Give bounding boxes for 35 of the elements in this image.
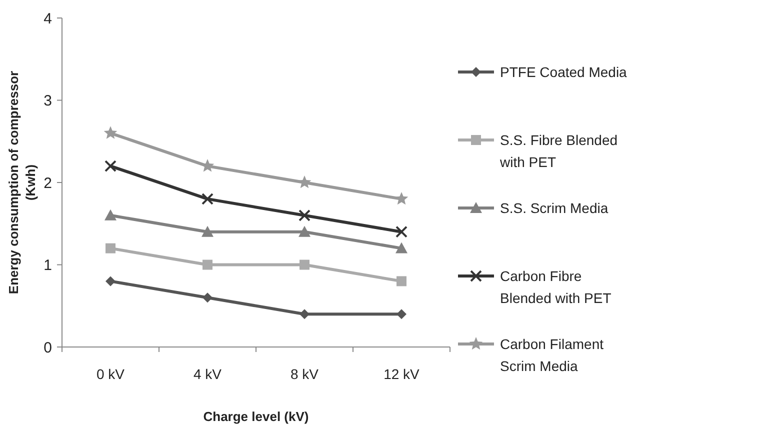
point [396,242,408,254]
point [396,276,406,286]
point [202,292,212,303]
point [298,176,312,188]
point [300,309,310,320]
x-axis-title: Charge level (kV) [203,409,309,424]
point [394,192,408,205]
point [104,160,116,172]
y-tick-label: 0 [44,339,52,356]
point [298,226,310,237]
legend-label: Carbon Fibre Blended with PET [500,268,612,306]
point [104,209,116,220]
point [298,209,310,222]
y-tick-label: 1 [44,257,52,274]
x-tick-label: 12 kV [384,366,420,382]
x-tick-label: 4 kV [193,366,222,382]
point [396,226,408,238]
legend-label: S.S. Fibre Blended with PET [499,132,618,170]
legend-label: Carbon Filament Scrim Media [500,336,604,374]
y-tick-label: 2 [44,174,52,192]
point [202,192,214,205]
point [106,243,116,254]
legend-label: S.S. Scrim Media [500,200,608,216]
point [396,309,406,320]
point [202,226,214,237]
point [202,260,212,270]
y-axis-title: Energy consumption of compressor (Kwh) [6,70,38,294]
point [106,276,116,286]
x-tick-label: 8 kV [290,366,320,382]
point [300,260,310,270]
point [104,126,118,139]
legend-label: PTFE Coated Media [500,64,628,80]
y-tick-label: 4 [44,10,52,28]
y-tick-label: 3 [44,92,52,110]
x-tick-label: 0 kV [96,366,126,382]
